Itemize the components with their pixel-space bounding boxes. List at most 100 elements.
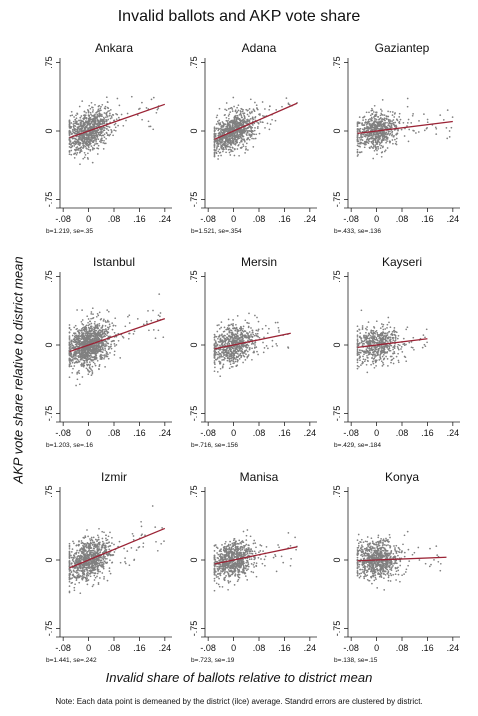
- data-point: [388, 121, 391, 124]
- data-point: [236, 334, 239, 337]
- data-point: [222, 141, 224, 143]
- data-point: [370, 136, 373, 139]
- data-point: [95, 350, 98, 352]
- data-point: [95, 135, 98, 137]
- data-point: [218, 334, 221, 337]
- data-point: [227, 141, 230, 144]
- data-point: [385, 141, 387, 144]
- data-point: [102, 134, 105, 137]
- data-point: [224, 146, 227, 149]
- x-tick-label: -.08: [55, 214, 71, 224]
- data-point: [371, 342, 374, 344]
- data-point: [91, 372, 94, 375]
- data-point: [237, 104, 240, 107]
- data-point: [253, 129, 256, 132]
- data-point: [236, 332, 239, 334]
- data-point: [108, 114, 111, 117]
- data-point: [266, 122, 269, 125]
- data-point: [368, 337, 371, 340]
- data-point: [373, 104, 376, 107]
- data-point: [95, 352, 98, 354]
- data-point: [240, 110, 242, 113]
- data-point: [229, 338, 232, 340]
- data-point: [68, 341, 71, 344]
- data-point: [107, 353, 109, 356]
- data-point: [251, 110, 253, 113]
- data-point: [214, 363, 216, 366]
- data-point: [87, 144, 89, 147]
- data-point: [103, 343, 105, 345]
- data-point: [92, 109, 94, 111]
- data-point: [217, 351, 220, 353]
- data-point: [70, 355, 72, 358]
- data-point: [379, 117, 381, 120]
- data-point: [254, 346, 256, 349]
- data-point: [99, 119, 102, 122]
- data-point: [446, 137, 449, 140]
- data-point: [373, 149, 376, 152]
- data-point: [244, 117, 246, 120]
- data-point: [94, 103, 96, 106]
- data-point: [244, 350, 247, 352]
- data-point: [77, 356, 80, 359]
- data-point: [381, 325, 384, 328]
- data-point: [389, 120, 392, 122]
- data-point: [229, 111, 232, 113]
- data-point: [106, 332, 109, 335]
- data-point: [386, 358, 389, 360]
- data-point: [138, 108, 140, 110]
- data-point: [103, 112, 106, 114]
- data-point: [370, 340, 373, 343]
- data-point: [225, 125, 228, 128]
- data-point: [89, 142, 92, 145]
- data-point: [403, 342, 406, 345]
- data-point: [387, 130, 390, 133]
- data-point: [97, 144, 100, 147]
- data-point: [391, 122, 394, 125]
- data-point: [68, 146, 71, 148]
- data-point: [233, 154, 236, 157]
- data-point: [383, 150, 386, 153]
- data-point: [147, 120, 150, 123]
- data-point: [356, 335, 359, 338]
- data-point: [74, 343, 77, 346]
- data-point: [80, 336, 83, 338]
- data-point: [78, 337, 81, 340]
- data-point: [356, 359, 359, 362]
- data-point: [226, 120, 229, 122]
- data-point: [275, 109, 278, 111]
- data-point: [239, 350, 242, 352]
- data-point: [239, 336, 242, 339]
- data-point: [253, 334, 256, 337]
- data-point: [235, 120, 237, 123]
- data-point: [103, 126, 106, 129]
- data-point: [152, 96, 155, 99]
- data-point: [248, 138, 251, 141]
- data-point: [68, 153, 71, 156]
- data-point: [231, 108, 234, 110]
- data-point: [386, 147, 389, 149]
- data-point: [239, 129, 242, 131]
- data-point: [82, 137, 85, 140]
- data-point: [234, 329, 237, 332]
- data-point: [98, 322, 101, 325]
- data-point: [230, 329, 233, 332]
- data-point: [76, 358, 79, 361]
- data-point: [100, 327, 103, 329]
- data-point: [83, 156, 86, 159]
- data-point: [377, 121, 380, 123]
- data-point: [233, 334, 236, 337]
- data-point: [110, 130, 113, 132]
- x-tick-label: .24: [304, 428, 317, 438]
- data-point: [236, 131, 238, 134]
- data-point: [81, 331, 83, 334]
- data-point: [378, 143, 381, 146]
- data-point: [399, 118, 402, 121]
- data-point: [93, 121, 95, 124]
- data-point: [248, 121, 251, 123]
- data-point: [225, 102, 228, 104]
- data-point: [366, 133, 368, 136]
- data-point: [366, 326, 368, 328]
- data-point: [359, 351, 362, 354]
- x-tick-label: -.08: [343, 214, 359, 224]
